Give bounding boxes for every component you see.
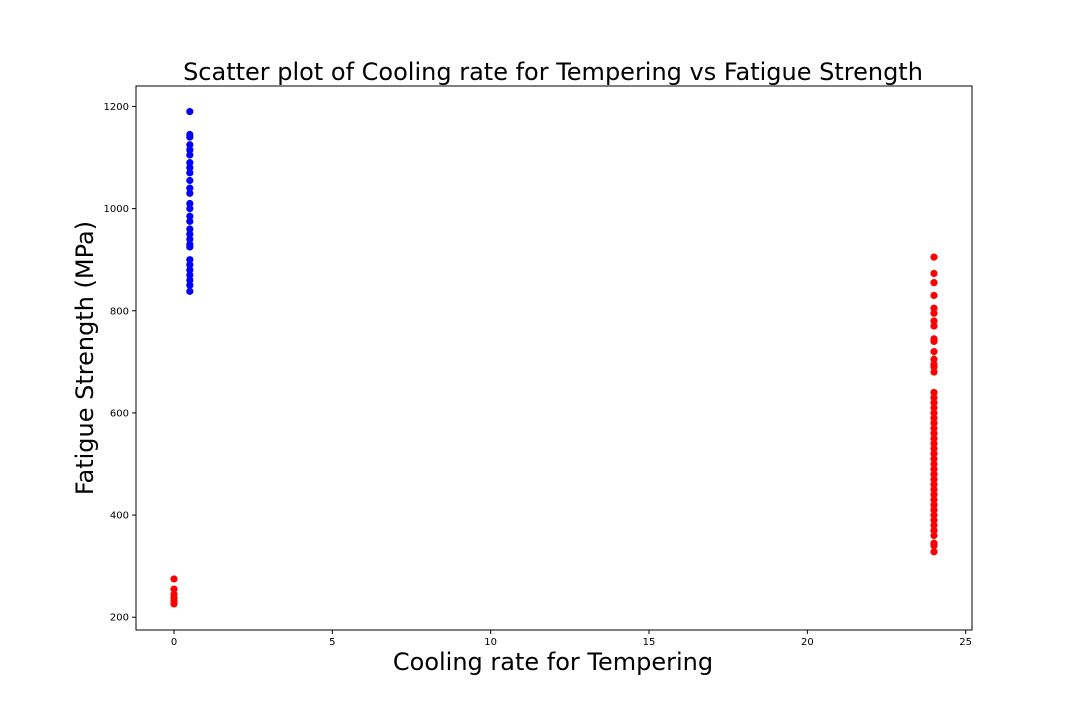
scatter-point	[930, 355, 938, 363]
scatter-point	[186, 199, 194, 208]
scatter-point	[930, 409, 938, 417]
scatter-point	[186, 189, 194, 197]
scatter-point	[930, 445, 938, 453]
y-tick-label: 200	[110, 613, 129, 624]
y-tick-label: 1000	[104, 204, 129, 215]
scatter-point	[930, 434, 938, 443]
scatter-point	[930, 304, 938, 312]
scatter-point	[930, 475, 938, 483]
scatter-point	[930, 485, 938, 494]
scatter-point	[930, 491, 938, 499]
scatter-point	[930, 439, 938, 448]
scatter-point	[186, 141, 194, 149]
x-tick-label: 5	[329, 637, 335, 648]
scatter-point	[186, 169, 194, 177]
scatter-point	[930, 317, 938, 325]
scatter-point	[186, 271, 194, 279]
scatter-point	[930, 455, 938, 463]
scatter-point	[930, 460, 938, 468]
scatter-point	[186, 146, 194, 154]
x-tick-label: 15	[643, 637, 656, 648]
scatter-point	[930, 516, 938, 524]
scatter-point	[186, 261, 194, 269]
scatter-point	[186, 184, 194, 192]
scatter-point	[186, 176, 194, 185]
scatter-point	[930, 496, 938, 504]
scatter-point	[930, 368, 938, 376]
scatter-point	[186, 133, 194, 141]
scatter-point	[186, 217, 194, 225]
scatter-point	[170, 585, 178, 593]
scatter-point	[930, 542, 938, 550]
y-axis: 200 400 600 800 1000 1200	[104, 102, 136, 624]
scatter-point	[930, 506, 938, 514]
scatter-point	[930, 465, 938, 473]
scatter-point	[930, 419, 938, 427]
scatter-point	[930, 548, 938, 556]
y-tick-label: 400	[110, 511, 129, 522]
scatter-point	[930, 337, 938, 345]
scatter-point	[186, 235, 194, 243]
scatter-point	[930, 393, 938, 402]
scatter-point	[186, 159, 194, 167]
scatter-point	[930, 269, 938, 278]
scatter-point	[186, 256, 194, 264]
x-tick-label: 0	[171, 637, 177, 648]
scatter-point	[186, 164, 194, 172]
scatter-point	[930, 404, 938, 412]
scatter-point	[930, 480, 938, 489]
scatter-point	[186, 281, 194, 289]
scatter-point	[186, 225, 194, 233]
scatter-point	[930, 309, 938, 317]
plot-area	[135, 85, 973, 631]
y-tick-label: 1200	[104, 102, 129, 113]
x-tick-label: 20	[801, 637, 814, 648]
scatter-point	[930, 450, 938, 458]
scatter-point	[930, 363, 938, 371]
scatter-point	[930, 470, 938, 478]
scatter-point	[930, 348, 938, 356]
scatter-point	[930, 279, 938, 287]
scatter-point	[186, 230, 194, 238]
x-tick-label: 25	[959, 637, 972, 648]
scatter-point	[930, 399, 938, 407]
scatter-point	[186, 107, 194, 116]
scatter-point	[930, 501, 938, 509]
scatter-point	[930, 521, 938, 529]
scatter-point	[930, 414, 938, 422]
scatter-point	[930, 424, 938, 432]
x-axis: 0 5 10 15 20 25	[171, 630, 972, 648]
scatter-point	[170, 600, 178, 608]
scatter-point	[186, 287, 194, 295]
scatter-point	[930, 253, 938, 261]
scatter-point	[930, 511, 938, 519]
scatter-point	[930, 531, 938, 540]
x-tick-label: 10	[484, 637, 497, 648]
scatter-point	[186, 276, 194, 284]
scatter-point	[930, 322, 938, 330]
scatter-point	[930, 526, 938, 534]
scatter-point	[930, 388, 938, 397]
y-tick-label: 800	[110, 306, 129, 317]
scatter-point	[170, 575, 178, 583]
data-points	[170, 107, 938, 608]
scatter-point	[186, 266, 194, 274]
scatter-point	[930, 429, 938, 437]
x-axis-label: Cooling rate for Tempering	[393, 648, 713, 676]
scatter-point	[186, 151, 194, 159]
y-axis-label: Fatigue Strength (MPa)	[71, 221, 99, 495]
scatter-point	[186, 243, 194, 251]
scatter-point	[186, 204, 194, 213]
chart-title: Scatter plot of Cooling rate for Temperi…	[183, 58, 923, 86]
y-tick-label: 600	[110, 408, 129, 419]
scatter-point	[186, 212, 194, 220]
scatter-point	[930, 291, 938, 300]
